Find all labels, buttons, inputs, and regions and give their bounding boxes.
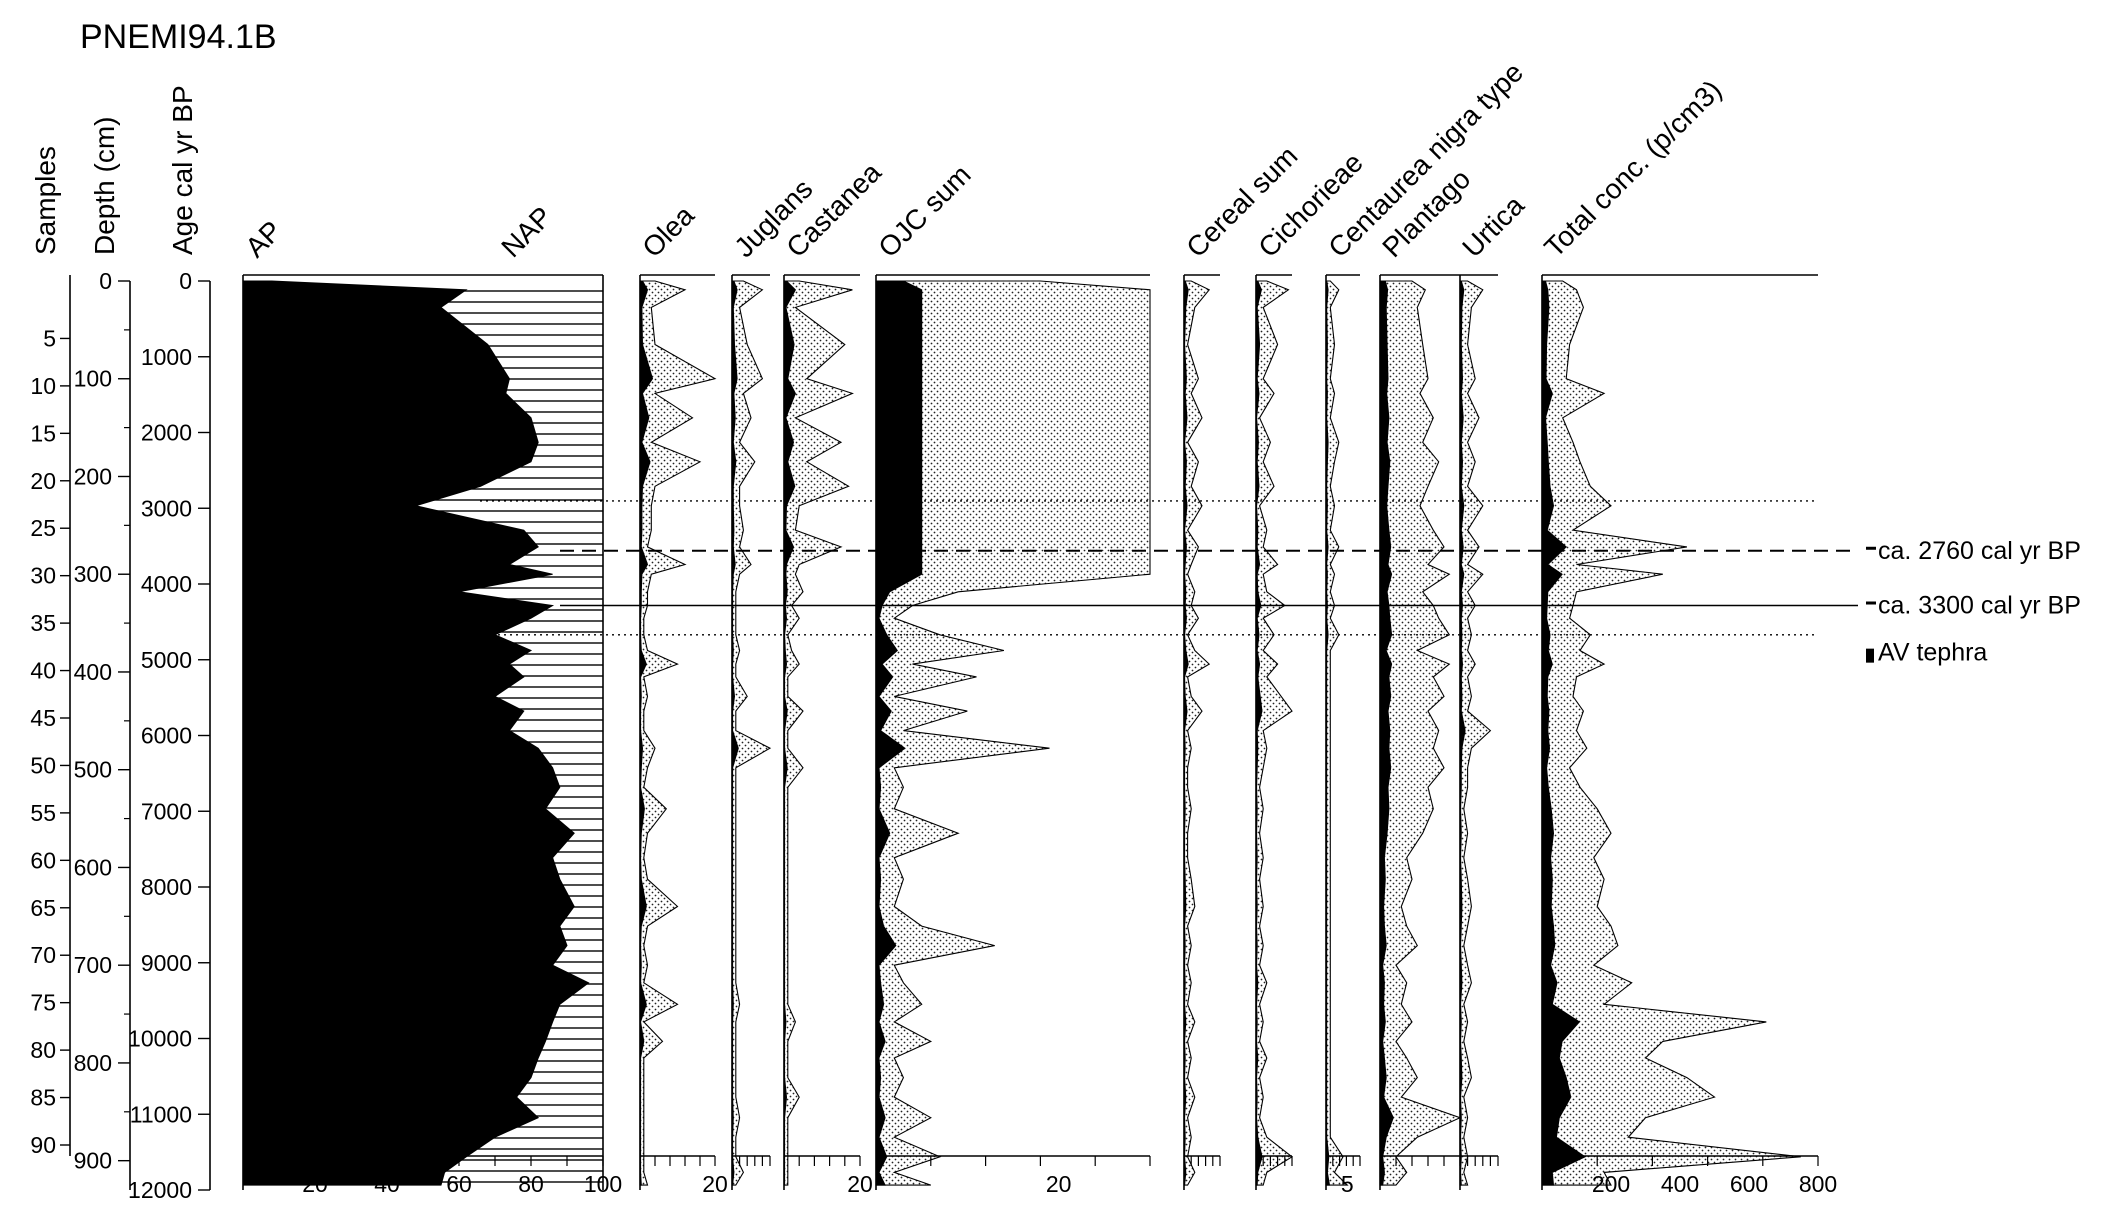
age-tick-label: 8000 xyxy=(141,874,192,900)
value-curve xyxy=(1379,280,1394,1186)
depth-tick-label: 100 xyxy=(74,366,112,392)
depth-tick-label: 600 xyxy=(74,854,112,880)
age-tick-label: 12000 xyxy=(128,1177,192,1203)
samples-tick-label: 30 xyxy=(30,563,56,589)
zone-lines: ca. 2760 cal yr BP ca. 3300 cal yr BP AV t… xyxy=(480,500,2081,667)
exaggerated-curve xyxy=(1183,280,1211,1186)
samples-tick-label: 70 xyxy=(30,942,56,968)
age-tick-label: 3000 xyxy=(141,495,192,521)
age-tick-label: 1000 xyxy=(141,344,192,370)
samples-tick-label: 90 xyxy=(30,1132,56,1158)
value-curve xyxy=(1459,280,1466,1186)
panel-x-tick-label: 20 xyxy=(302,1171,328,1197)
exaggerated-curve xyxy=(875,280,1151,1186)
panel-label: Total conc. (p/cm3) xyxy=(1538,74,1727,263)
samples-axis-label: Samples xyxy=(30,146,61,255)
depth-tick-label: 900 xyxy=(74,1148,112,1174)
panel-label: Olea xyxy=(636,199,700,263)
age-tick-label: 6000 xyxy=(141,723,192,749)
samples-tick-label: 25 xyxy=(30,515,56,541)
samples-tick-label: 75 xyxy=(30,990,56,1016)
ap-curve xyxy=(242,280,590,1190)
samples-tick-label: 10 xyxy=(30,373,56,399)
panel-label: OJC sum xyxy=(872,159,976,263)
panel-x-tick-label: 200 xyxy=(1592,1171,1630,1197)
age-tick-label: 5000 xyxy=(141,647,192,673)
samples-tick-label: 40 xyxy=(30,658,56,684)
samples-tick-label: 50 xyxy=(30,752,56,778)
panel-label: Urtica xyxy=(1456,189,1530,263)
samples-tick-label: 80 xyxy=(30,1037,56,1063)
value-curve xyxy=(1541,280,1587,1186)
panel-x-tick-label: 60 xyxy=(446,1171,472,1197)
panel-label-nap: NAP xyxy=(495,201,558,264)
panel-x-tick-label: 800 xyxy=(1799,1171,1837,1197)
exaggerated-curve xyxy=(1325,280,1349,1186)
exaggerated-curve xyxy=(731,280,772,1186)
panel-x-tick-label: 600 xyxy=(1730,1171,1768,1197)
y-axes: 5101520253035404550556065707580859001002… xyxy=(30,268,211,1203)
age-tick-label: 2000 xyxy=(141,420,192,446)
panel-ojc-sum: OJC sum 20 xyxy=(872,159,1151,1197)
value-curve xyxy=(875,280,923,1186)
panel-total-conc-p-cm3-: Total conc. (p/cm3) 200 400 600 800 xyxy=(1538,74,1837,1197)
exaggerated-curve xyxy=(1541,280,1801,1186)
panel-x-tick-label: 400 xyxy=(1661,1171,1699,1197)
marker-symbol xyxy=(1866,601,1876,605)
marker-symbol xyxy=(1866,648,1874,663)
panel-x-tick-label: 100 xyxy=(584,1171,622,1197)
marker-label: ca. 3300 cal yr BP xyxy=(1878,592,2081,620)
samples-tick-label: 15 xyxy=(30,420,56,446)
depth-tick-label: 0 xyxy=(99,268,112,294)
depth-tick-label: 200 xyxy=(74,463,112,489)
depth-axis-label: Depth (cm) xyxy=(89,117,120,255)
panel-x-tick-label: 20 xyxy=(847,1171,873,1197)
marker-symbol xyxy=(1866,546,1876,550)
depth-tick-label: 500 xyxy=(74,757,112,783)
depth-tick-label: 400 xyxy=(74,659,112,685)
panel-urtica: Urtica xyxy=(1456,189,1530,1190)
marker-label: AV tephra xyxy=(1878,639,1987,667)
samples-tick-label: 45 xyxy=(30,705,56,731)
exaggerated-curve xyxy=(1379,280,1462,1186)
panel-cereal-sum: Cereal sum xyxy=(1180,140,1303,1190)
exaggerated-curve xyxy=(1255,280,1293,1186)
age-tick-label: 11000 xyxy=(130,1101,192,1127)
panel-x-tick-label: 40 xyxy=(374,1171,400,1197)
exaggerated-curve xyxy=(1459,280,1492,1186)
chart-title: PNEMI94.1B xyxy=(80,18,277,56)
age-tick-label: 7000 xyxy=(141,798,192,824)
panel-ap: AP NAP 20 40 60 80 100 xyxy=(239,201,622,1197)
exaggerated-curve xyxy=(783,280,854,1186)
panel-x-tick-label: 80 xyxy=(518,1171,544,1197)
samples-tick-label: 85 xyxy=(30,1085,56,1111)
depth-tick-label: 700 xyxy=(74,952,112,978)
marker-label: ca. 2760 cal yr BP xyxy=(1878,537,2081,565)
panel-x-tick-label: 5 xyxy=(1341,1171,1354,1197)
age-tick-label: 9000 xyxy=(141,950,192,976)
panel-cichorieae: Cichorieae xyxy=(1252,147,1369,1190)
age-tick-label: 4000 xyxy=(141,571,192,597)
panel-x-tick-label: 20 xyxy=(702,1171,728,1197)
age-axis-label: Age cal yr BP xyxy=(167,85,198,255)
samples-tick-label: 5 xyxy=(43,325,56,351)
panel-olea: Olea 20 xyxy=(636,199,727,1197)
samples-tick-label: 55 xyxy=(30,800,56,826)
samples-tick-label: 65 xyxy=(30,895,56,921)
age-tick-label: 0 xyxy=(179,268,192,294)
exaggerated-curve xyxy=(639,280,717,1186)
depth-tick-label: 800 xyxy=(74,1050,112,1076)
age-tick-label: 10000 xyxy=(128,1026,192,1052)
samples-tick-label: 60 xyxy=(30,847,56,873)
depth-tick-label: 300 xyxy=(74,561,112,587)
samples-tick-label: 20 xyxy=(30,468,56,494)
panel-x-tick-label: 20 xyxy=(1046,1171,1072,1197)
samples-tick-label: 35 xyxy=(30,610,56,636)
panel-label: AP xyxy=(239,215,287,263)
